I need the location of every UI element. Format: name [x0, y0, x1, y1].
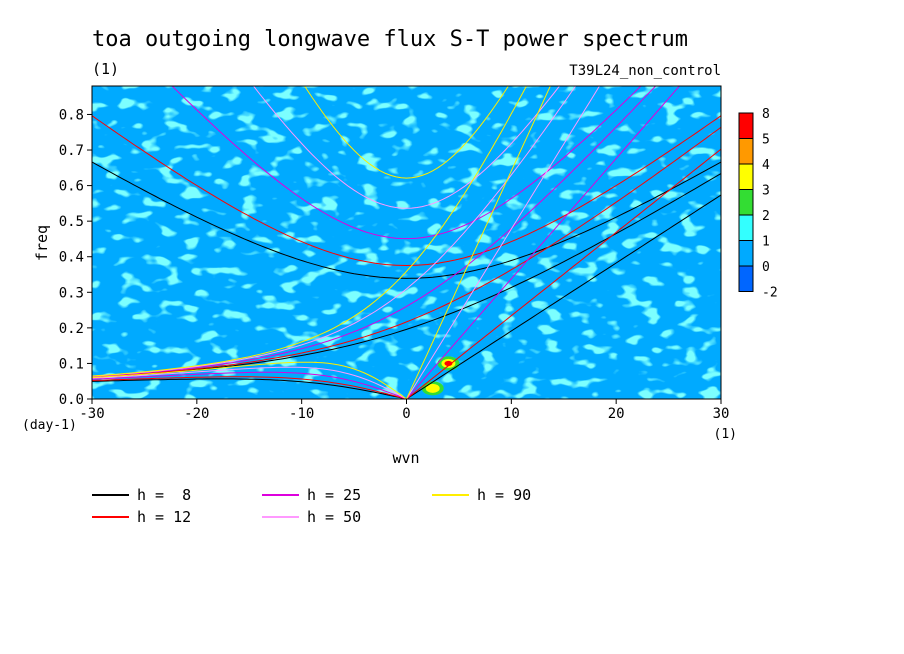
colorbar-swatch	[738, 163, 754, 190]
legend-label: h = 12	[137, 508, 191, 526]
dispersion-rossby-h12	[92, 376, 407, 399]
dispersion-rossby-h90	[92, 361, 407, 399]
dispersion-kelvin-h12	[406, 148, 721, 399]
y-tick-label: 0.6	[59, 179, 84, 195]
colorbar-swatch	[738, 265, 754, 292]
colorbar-label: 8	[762, 107, 770, 122]
y-tick-label: 0.8	[59, 107, 84, 123]
x-axis-unit: (1)	[714, 427, 737, 442]
colorbar-swatch	[738, 112, 754, 139]
dispersion-mrg-h50	[92, 86, 577, 377]
y-tick-label: 0.2	[59, 321, 84, 337]
hotspot-core	[428, 385, 437, 391]
colorbar-swatch	[738, 214, 754, 241]
dispersion-mrg-h25	[92, 86, 657, 378]
colorbar: 8 5 4 3 2 1 0 -2	[738, 107, 778, 301]
y-axis-ticks: 0.0 0.1 0.2 0.3 0.4 0.5 0.6 0.7 0.8	[59, 107, 92, 408]
dispersion-ig-h8	[92, 161, 721, 279]
hotspot-layer	[421, 356, 460, 396]
spectrum-texture	[92, 86, 721, 399]
x-axis-label: wvn	[392, 449, 419, 467]
x-tick-label: 20	[608, 406, 625, 422]
legend-label: h = 50	[307, 508, 361, 526]
chart-subtitle-left: (1)	[92, 60, 119, 78]
colorbar-label: 1	[762, 235, 770, 250]
dispersion-ig-h90	[304, 86, 509, 179]
colorbar-label: 0	[762, 260, 770, 275]
y-tick-label: 0.5	[59, 214, 84, 230]
colorbar-swatch	[738, 138, 754, 165]
x-tick-label: -10	[289, 406, 314, 422]
colorbar-swatch	[738, 189, 754, 216]
y-tick-label: 0.7	[59, 143, 84, 159]
x-axis-ticks: -30 -20 -10 0 10 20 30	[79, 399, 729, 422]
x-tick-label: 30	[713, 406, 730, 422]
x-tick-label: -20	[184, 406, 209, 422]
dispersion-ig-h50	[252, 86, 561, 209]
y-tick-label: 0.3	[59, 285, 84, 301]
legend-label: h = 8	[137, 486, 191, 504]
dispersion-rossby-h50	[92, 366, 407, 399]
chart-title: toa outgoing longwave flux S-T power spe…	[92, 27, 688, 52]
y-tick-label: 0.4	[59, 250, 84, 266]
colorbar-label: 4	[762, 158, 770, 173]
x-tick-label: -30	[79, 406, 104, 422]
legend: h = 8 h = 12 h = 25 h = 50 h = 90	[92, 486, 531, 526]
dispersion-ig-h25	[171, 86, 642, 240]
dispersion-kelvin-h50	[406, 86, 601, 399]
colorbar-label: -2	[762, 286, 778, 301]
chart-subtitle-right: T39L24_non_control	[569, 63, 721, 79]
dispersion-kelvin-h90	[406, 86, 551, 399]
legend-label: h = 90	[477, 486, 531, 504]
dispersion-ig-h12	[92, 115, 721, 267]
y-axis-label: freq	[33, 225, 51, 261]
x-tick-label: 0	[402, 406, 410, 422]
colorbar-swatch	[738, 240, 754, 267]
colorbar-label: 2	[762, 209, 770, 224]
dispersion-mrg-h90	[92, 86, 528, 377]
y-tick-label: 0.1	[59, 356, 84, 372]
legend-label: h = 25	[307, 486, 361, 504]
x-tick-label: 10	[503, 406, 520, 422]
y-axis-unit: (day-1)	[22, 418, 77, 433]
dispersion-kelvin-h8	[406, 194, 721, 399]
dispersion-rossby-h25	[92, 371, 407, 399]
hotspot-core	[444, 360, 453, 367]
plot-area	[91, 85, 722, 400]
dispersion-mrg-h12	[92, 126, 721, 378]
dispersion-curves	[92, 86, 721, 399]
colorbar-label: 5	[762, 133, 770, 148]
dispersion-rossby-h8	[92, 378, 407, 399]
colorbar-label: 3	[762, 184, 770, 199]
dispersion-kelvin-h25	[406, 86, 681, 399]
y-tick-label: 0.0	[59, 392, 84, 408]
